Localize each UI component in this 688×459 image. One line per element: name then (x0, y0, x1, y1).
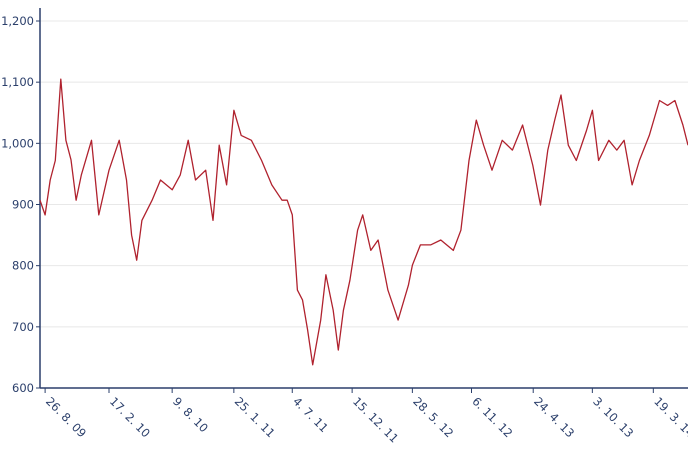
x-tick-label: 6. 11. 12 (469, 394, 515, 440)
x-tick-label: 4. 7. 11 (290, 394, 331, 435)
x-tick-label: 3. 10. 13 (590, 394, 636, 440)
x-tick-label: 26. 8. 09 (43, 394, 89, 440)
x-tick-label: 15. 12. 11 (350, 394, 401, 445)
y-tick-label: 700 (12, 320, 34, 334)
y-tick-label: 1,100 (1, 75, 34, 89)
x-tick-label: 19. 3. 14 (651, 394, 688, 440)
x-tick-label: 9. 8. 10 (170, 394, 211, 435)
x-tick-label: 28. 5. 12 (410, 394, 456, 440)
x-tick-label: 17. 2. 10 (107, 394, 153, 440)
y-tick-label: 1,000 (1, 136, 34, 150)
y-tick-label: 800 (12, 259, 34, 273)
y-tick-label: 900 (12, 198, 34, 212)
y-tick-label: 600 (12, 381, 34, 395)
data-line (39, 78, 688, 366)
x-tick-label: 24. 4. 13 (531, 394, 577, 440)
x-tick-label: 25. 1. 11 (232, 394, 278, 440)
y-tick-label: 1,200 (1, 14, 34, 28)
